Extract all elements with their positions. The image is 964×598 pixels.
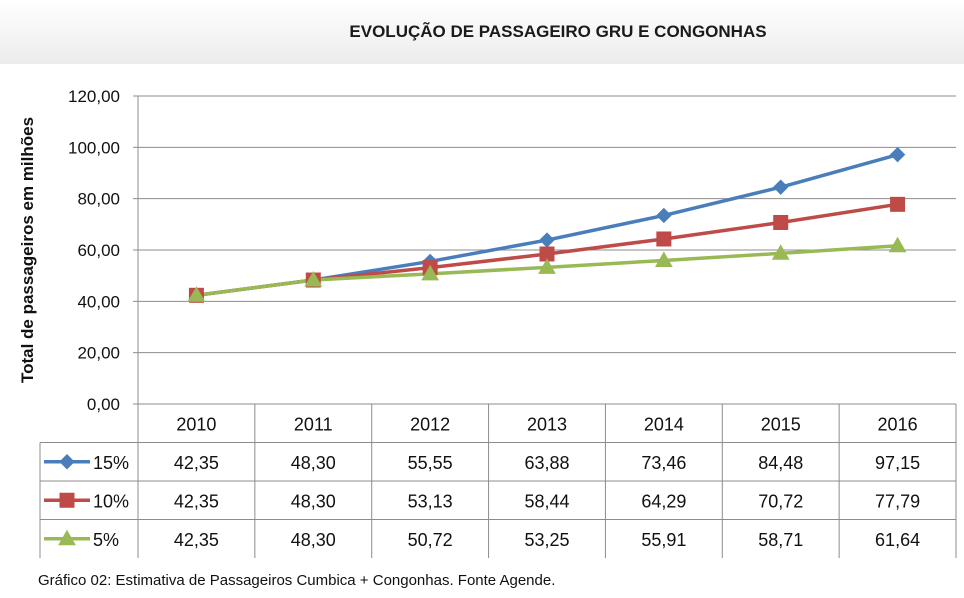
series-15pct-data-label: 55,55 (408, 453, 453, 473)
x-tick-label: 2011 (294, 414, 333, 434)
series-10pct-point (656, 231, 672, 247)
x-tick-label: 2012 (410, 414, 450, 434)
series-5pct-data-label: 58,71 (758, 530, 803, 550)
series-5pct-legend-label: 5% (93, 530, 119, 550)
y-tick-label: 20,00 (77, 344, 120, 363)
series-15pct-data-label: 42,35 (174, 453, 219, 473)
series-10pct-data-label: 77,79 (875, 491, 920, 511)
chart-title: EVOLUÇÃO DE PASSAGEIRO GRU E CONGONHAS (349, 21, 766, 41)
series-15pct-data-label: 48,30 (291, 453, 336, 473)
series-5pct-point (771, 244, 790, 260)
series-10pct-point (773, 214, 789, 230)
series-10pct-legend-label: 10% (93, 491, 129, 511)
series-15pct-point (539, 232, 555, 248)
y-tick-label: 100,00 (68, 138, 120, 157)
y-tick-label: 40,00 (77, 292, 120, 311)
series-15pct-line (196, 152, 899, 298)
series-5pct-data-label: 61,64 (875, 530, 920, 550)
series-15pct-data-label: 63,88 (524, 453, 569, 473)
series-10pct-data-label: 70,72 (758, 491, 803, 511)
series-5pct-data-label: 55,91 (641, 530, 686, 550)
series-5pct-data-label: 53,25 (524, 530, 569, 550)
series-5pct-point (888, 236, 907, 253)
x-tick-label: 2013 (527, 414, 567, 434)
series-15pct-point (656, 207, 672, 224)
series-15pct-legend-marker (59, 454, 75, 470)
series-15pct-legend-label: 15% (93, 453, 129, 473)
x-tick-label: 2010 (176, 414, 216, 434)
series-5pct-data-label: 42,35 (174, 530, 219, 550)
series-5pct-legend-marker (58, 529, 76, 546)
series-5pct-data-label: 50,72 (408, 530, 453, 550)
series-5pct-point (421, 264, 440, 281)
series-10pct-data-label: 64,29 (641, 491, 686, 511)
series-10pct-point (890, 196, 906, 212)
series-5pct-point (538, 258, 556, 274)
series-15pct-data-label: 73,46 (641, 453, 686, 473)
series-15pct-data-label: 84,48 (758, 453, 803, 473)
series-15pct-point (773, 179, 789, 195)
series-5pct-point (304, 271, 323, 287)
series-10pct-data-label: 42,35 (174, 491, 219, 511)
y-tick-label: 120,00 (68, 87, 120, 106)
y-tick-label: 80,00 (77, 190, 120, 209)
series-5pct-point (654, 251, 673, 267)
x-tick-label: 2016 (878, 414, 918, 434)
series-10pct-legend-marker (59, 492, 75, 508)
x-tick-label: 2015 (761, 414, 801, 434)
series-10pct-data-label: 58,44 (524, 491, 569, 511)
title-band (0, 0, 964, 64)
y-tick-label: 0,00 (87, 395, 120, 414)
series-15pct-point (889, 146, 906, 163)
series-5pct-data-label: 48,30 (291, 530, 336, 550)
series-10pct-data-label: 48,30 (291, 491, 336, 511)
series-10pct-data-label: 53,13 (408, 491, 453, 511)
line-chart: EVOLUÇÃO DE PASSAGEIRO GRU E CONGONHAS T… (18, 21, 957, 558)
figure-caption: Gráfico 02: Estimativa de Passageiros Cu… (38, 572, 556, 589)
x-tick-label: 2014 (644, 414, 684, 434)
y-tick-label: 60,00 (77, 241, 120, 260)
series-5pct-point (187, 286, 206, 302)
series-15pct-data-label: 97,15 (875, 453, 920, 473)
y-axis-title: Total de passageiros em milhões (18, 117, 37, 383)
